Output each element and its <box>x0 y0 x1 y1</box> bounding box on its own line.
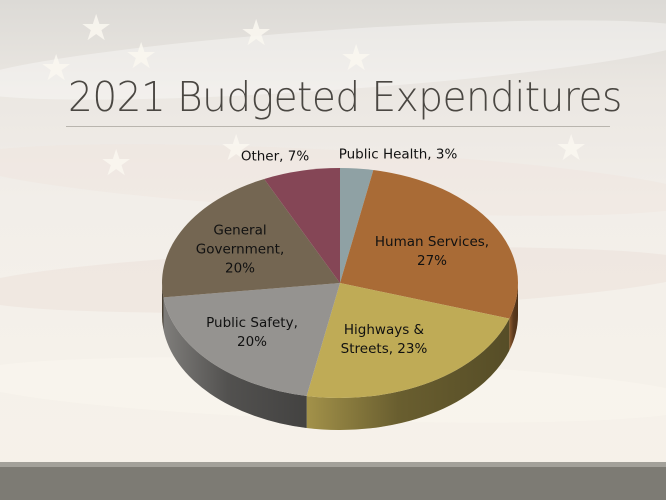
label-text: Other, 7% <box>240 148 310 165</box>
pie-sides <box>162 283 518 430</box>
pie-slice-other[interactable] <box>264 168 340 283</box>
pie-side-shade <box>162 283 164 330</box>
label-general-government: General Government, 20% <box>196 222 284 279</box>
label-value: Streets, 23% <box>340 341 428 357</box>
label-highways-streets: Highways & Streets, 23% <box>341 321 428 359</box>
pie-slice-highways-streets[interactable] <box>306 283 510 398</box>
label-value: 27% <box>416 253 448 269</box>
label-value: 20% <box>224 260 256 277</box>
label-text: Public Safety, <box>206 315 298 331</box>
label-other: Other, 7% <box>241 148 309 167</box>
pie-slice-human-services[interactable] <box>340 170 518 319</box>
label-text: Government, <box>195 241 285 258</box>
label-human-services: Human Services, 27% <box>375 233 489 271</box>
title-divider <box>66 126 610 127</box>
label-public-health: Public Health, 3% <box>339 146 458 165</box>
label-text: Highways & <box>343 322 425 338</box>
pie-slice-public-health[interactable] <box>340 168 374 283</box>
slide-title: 2021 Budgeted Expenditures <box>68 74 622 122</box>
label-text: Public Health, 3% <box>338 146 458 163</box>
pie-side-shade <box>163 297 307 428</box>
label-public-safety: Public Safety, 20% <box>206 314 298 352</box>
pie-slice-public-safety[interactable] <box>163 283 340 396</box>
pie-top <box>161 168 518 398</box>
pie-side-shade <box>306 318 510 430</box>
label-text: Human Services, <box>374 234 490 250</box>
footer-bar <box>0 462 666 500</box>
pie-slice-general-government[interactable] <box>161 178 340 298</box>
pie-side-shade <box>509 283 518 351</box>
label-text: General <box>213 222 267 239</box>
label-value: 20% <box>236 334 267 350</box>
